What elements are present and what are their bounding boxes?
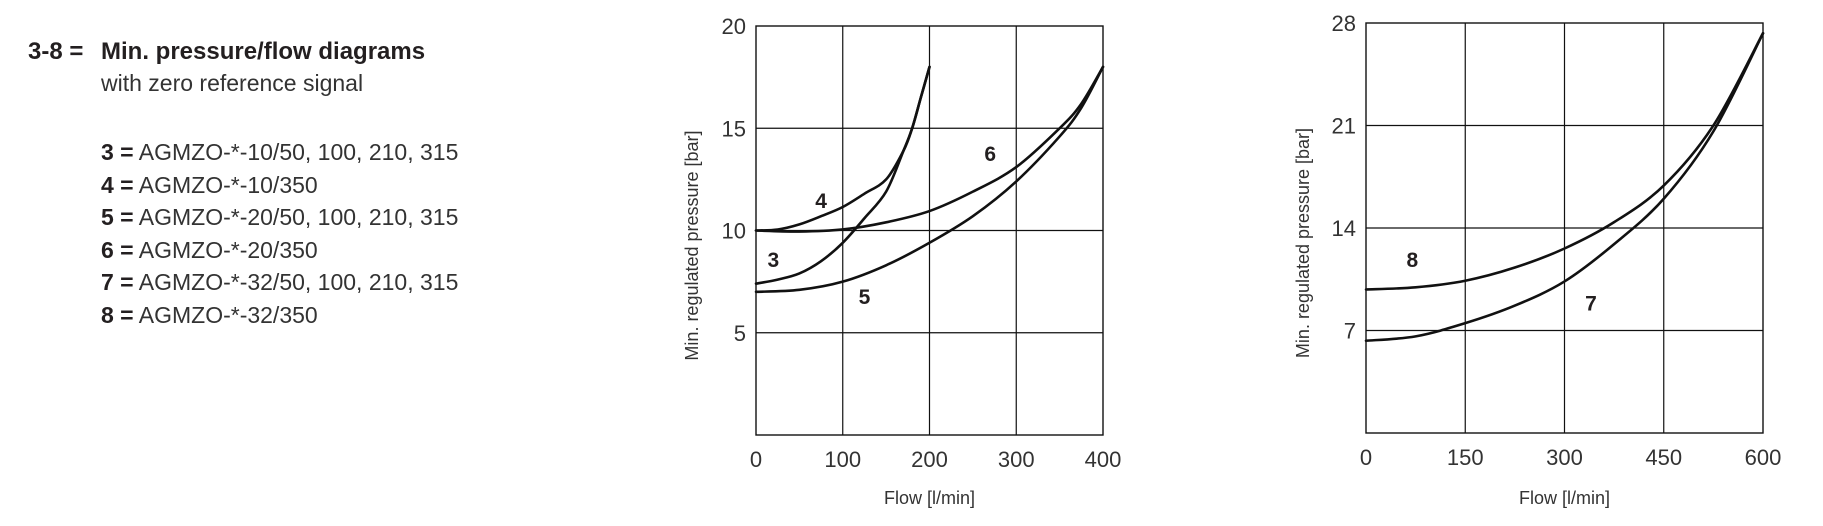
x-tick-label: 450 xyxy=(1645,445,1682,470)
legend-item-key: 3 = xyxy=(101,139,134,165)
legend-item-key: 8 = xyxy=(101,301,134,328)
curve-label-5: 5 xyxy=(859,286,871,309)
legend-item-text: AGMZO-*-20/50, 100, 210, 315 xyxy=(138,204,459,230)
figure-number: 3-8 = xyxy=(28,38,84,65)
legend-item-key: 7 = xyxy=(101,269,134,295)
curve-label-4: 4 xyxy=(815,190,827,213)
legend-subtitle: with zero reference signal xyxy=(101,70,364,96)
y-tick-label: 7 xyxy=(1344,319,1356,344)
legend-item-key: 6 = xyxy=(101,236,134,263)
x-tick-label: 300 xyxy=(1546,445,1583,470)
x-axis-label: Flow [l/min] xyxy=(1519,488,1610,508)
curve-label-8: 8 xyxy=(1406,249,1418,272)
curve-label-7: 7 xyxy=(1585,293,1597,316)
y-tick-label: 20 xyxy=(722,14,746,39)
legend-title-row: 3-8 = Min. pressure/flow diagrams xyxy=(28,38,425,66)
chart-1: 0 100 200 300 400 5 10 15 20 Flow [l/min] Min. reg… xyxy=(682,14,1121,508)
curve-label-6: 6 xyxy=(984,143,996,166)
y-tick-label: 21 xyxy=(1332,114,1356,139)
legend-item-key: 4 = xyxy=(101,171,134,198)
chart-2: 0 150 300 450 600 7 14 21 28 Flow [l/min] Min. reg… xyxy=(1293,11,1781,508)
legend-item: 8 = AGMZO-*-32/350 xyxy=(101,299,458,332)
x-tick-label: 150 xyxy=(1447,445,1484,470)
x-tick-label: 600 xyxy=(1745,445,1782,470)
legend-items: 3 = AGMZO-*-10/50, 100, 210, 315 4 = AGM… xyxy=(101,136,458,331)
legend-item: 4 = AGMZO-*-10/350 xyxy=(101,169,458,202)
legend-item-text: AGMZO-*-32/50, 100, 210, 315 xyxy=(138,269,459,295)
legend-item-text: AGMZO-*-10/350 xyxy=(138,171,318,198)
x-tick-label: 200 xyxy=(911,447,948,472)
x-tick-label: 0 xyxy=(750,447,762,472)
x-tick-label: 400 xyxy=(1085,447,1122,472)
x-axis-label: Flow [l/min] xyxy=(884,488,975,508)
y-tick-label: 15 xyxy=(722,116,746,141)
y-tick-label: 14 xyxy=(1332,216,1356,241)
curve-6 xyxy=(754,65,1105,233)
x-tick-label: 100 xyxy=(824,447,861,472)
legend-item-text: AGMZO-*-20/350 xyxy=(138,236,318,263)
legend-item: 5 = AGMZO-*-20/50, 100, 210, 315 xyxy=(101,201,458,234)
legend-item-text: AGMZO-*-10/50, 100, 210, 315 xyxy=(138,139,459,165)
x-tick-label: 300 xyxy=(998,447,1035,472)
y-tick-label: 28 xyxy=(1332,11,1356,36)
curve-label-3: 3 xyxy=(768,249,780,272)
legend-item: 6 = AGMZO-*-20/350 xyxy=(101,234,458,267)
y-axis-label: Min. regulated pressure [bar] xyxy=(1293,128,1313,358)
legend-item: 7 = AGMZO-*-32/50, 100, 210, 315 xyxy=(101,266,458,299)
curve-5 xyxy=(754,65,1105,294)
x-tick-label: 0 xyxy=(1360,445,1372,470)
y-tick-label: 5 xyxy=(734,321,746,346)
curve-7 xyxy=(1364,31,1765,343)
legend-item: 3 = AGMZO-*-10/50, 100, 210, 315 xyxy=(101,136,458,169)
plot-frame xyxy=(1365,22,1764,434)
legend-title: Min. pressure/flow diagrams xyxy=(101,38,426,65)
y-tick-label: 10 xyxy=(722,219,746,244)
legend-item-text: AGMZO-*-32/350 xyxy=(138,301,318,328)
y-axis-label: Min. regulated pressure [bar] xyxy=(682,130,702,360)
curve-4 xyxy=(754,65,931,232)
curve-8 xyxy=(1364,31,1765,291)
legend-item-key: 5 = xyxy=(101,204,134,230)
